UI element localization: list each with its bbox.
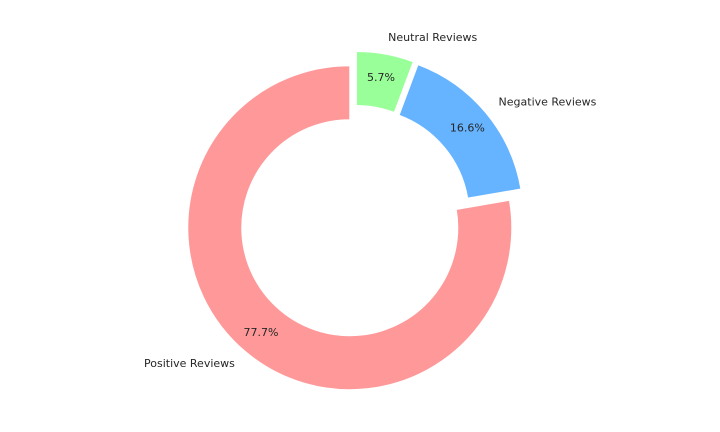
slice-positive-reviews bbox=[187, 65, 513, 391]
slices-group bbox=[187, 51, 522, 391]
slice-neutral-reviews bbox=[355, 51, 414, 114]
category-label: Neutral Reviews bbox=[388, 31, 477, 44]
labels-group: Positive Reviews 77.7% Negative Reviews 16.… bbox=[144, 31, 597, 370]
category-label: Negative Reviews bbox=[499, 96, 597, 109]
slice-negative-reviews bbox=[398, 63, 522, 199]
percent-label: 16.6% bbox=[450, 122, 485, 135]
percent-label: 77.7% bbox=[244, 326, 279, 339]
percent-label: 5.7% bbox=[367, 71, 395, 84]
category-label: Positive Reviews bbox=[144, 357, 235, 370]
